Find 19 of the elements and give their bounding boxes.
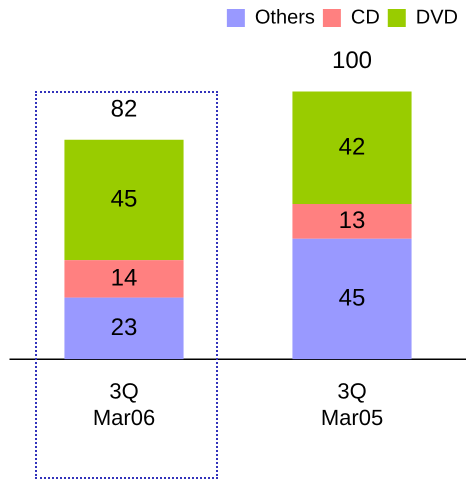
bar [292,238,412,360]
bar [292,204,412,239]
bar [292,92,412,204]
data-label: 42 [338,133,366,160]
bar [64,260,184,298]
total-label: 82 [110,95,138,122]
x-tick-label: 3Q Mar05 [320,378,384,430]
bar [64,298,184,360]
bar [64,140,184,260]
legend-label: Others [254,6,315,29]
legend-label: CD [350,6,380,29]
data-label: 45 [110,186,138,213]
total-label: 100 [332,47,372,74]
data-label: 13 [338,206,366,234]
data-label: 23 [110,314,138,342]
data-label: 14 [110,264,138,292]
legend-label: DVD [416,6,458,29]
x-tick-label: 3Q Mar06 [92,378,156,430]
data-label: 45 [338,284,366,312]
